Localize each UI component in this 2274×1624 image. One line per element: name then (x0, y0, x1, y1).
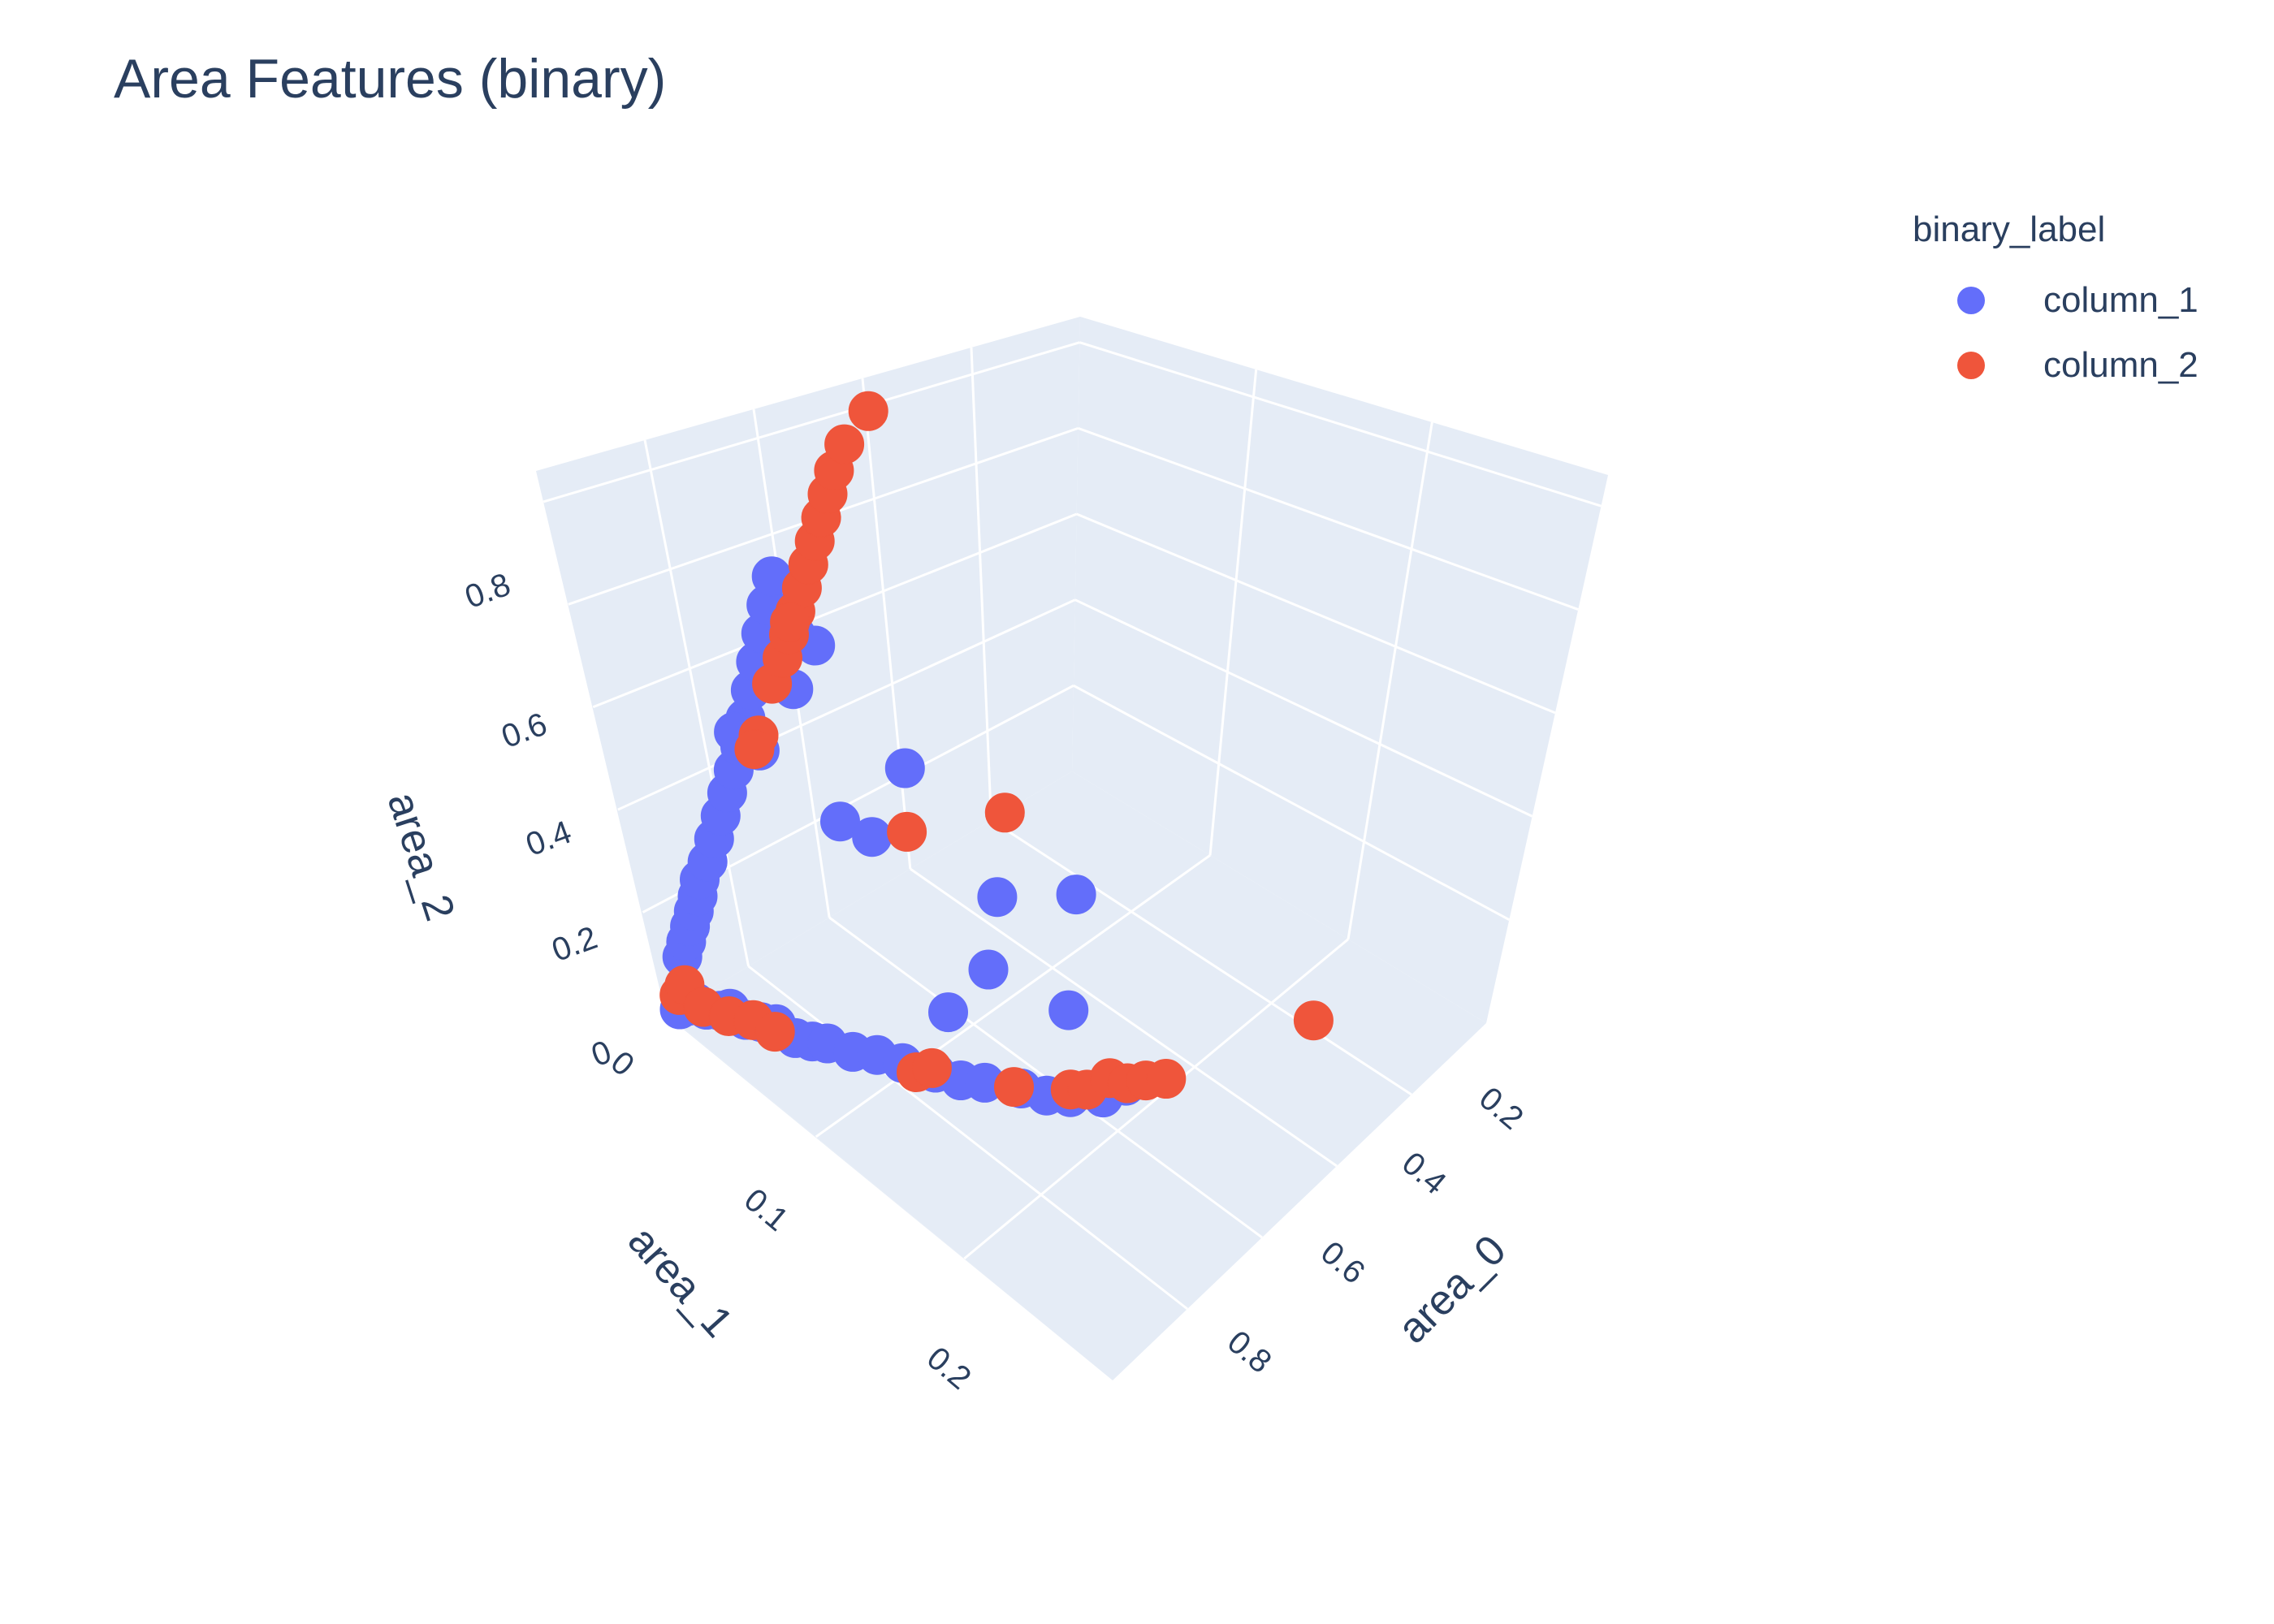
gridline (1074, 598, 1533, 818)
column_2-point[interactable] (1293, 1000, 1334, 1041)
gridline (1078, 426, 1579, 611)
gridline (1347, 421, 1433, 939)
gridline (963, 938, 1349, 1260)
x-axis-title: area_0 (1389, 1226, 1515, 1353)
z-tick-label: 0.6 (497, 706, 551, 755)
gridline (617, 598, 1076, 811)
column_1-point[interactable] (928, 992, 968, 1033)
right-wall-pane (1072, 317, 1608, 1023)
gridline (1076, 512, 1556, 715)
gridline (1073, 685, 1511, 921)
column_2-point[interactable] (754, 1012, 795, 1052)
column_2-point[interactable] (1146, 1059, 1187, 1099)
column_2-point[interactable] (770, 602, 811, 642)
gridline (1208, 369, 1258, 856)
legend-item-column-2[interactable]: column_2 (1913, 333, 2198, 398)
gridline (1079, 341, 1602, 508)
column_1-point[interactable] (968, 949, 1009, 990)
gridline (815, 854, 1211, 1138)
column_1-point[interactable] (884, 748, 925, 788)
column_2-point[interactable] (848, 391, 888, 431)
z-axis-title: area_2 (378, 787, 464, 926)
z-tick-label: 0.2 (547, 920, 602, 969)
legend: binary_label column_1 column_2 (1913, 209, 2198, 398)
legend-item-column-1[interactable]: column_1 (1913, 268, 2198, 333)
z-tick-label: 0.4 (521, 814, 576, 863)
gridline (643, 439, 750, 967)
gridline (592, 512, 1078, 709)
legend-label: column_1 (2043, 280, 2198, 320)
x-tick-label: 0.6 (1314, 1234, 1372, 1290)
legend-marker-icon (1957, 352, 1985, 379)
gridlines (543, 341, 1602, 1311)
back-wall-pane (536, 317, 1080, 1015)
column_2-point[interactable] (887, 811, 927, 852)
z-tick-label: 0.8 (460, 567, 515, 615)
column_2-point[interactable] (984, 793, 1025, 833)
x-tick-label: 0.2 (1472, 1080, 1530, 1136)
gridline (990, 818, 1412, 1096)
column_2-point[interactable] (994, 1067, 1034, 1108)
legend-title: binary_label (1913, 209, 2106, 249)
y-tick-label: 0.2 (920, 1340, 978, 1396)
column_2-point[interactable] (824, 424, 865, 464)
gridline (909, 867, 1338, 1168)
column_1-point[interactable] (977, 877, 1018, 918)
column_1-point[interactable] (852, 817, 893, 857)
gridline (543, 341, 1080, 503)
y-axis-title: area_1 (619, 1217, 741, 1346)
chart-title: Area Features (binary) (114, 48, 667, 110)
gridline (747, 965, 1188, 1311)
gridline (970, 347, 992, 821)
y-tick-label: 0.1 (737, 1181, 795, 1237)
legend-marker-icon (1957, 287, 1985, 314)
column_2-point[interactable] (734, 729, 775, 770)
x-tick-label: 0.8 (1221, 1324, 1278, 1380)
legend-label: column_2 (2043, 345, 2198, 385)
column_1-point[interactable] (1048, 990, 1089, 1030)
data-points (659, 391, 1334, 1117)
column_2-point[interactable] (911, 1047, 952, 1088)
x-tick-label: 0.4 (1395, 1145, 1453, 1201)
column_1-point[interactable] (1056, 875, 1096, 915)
